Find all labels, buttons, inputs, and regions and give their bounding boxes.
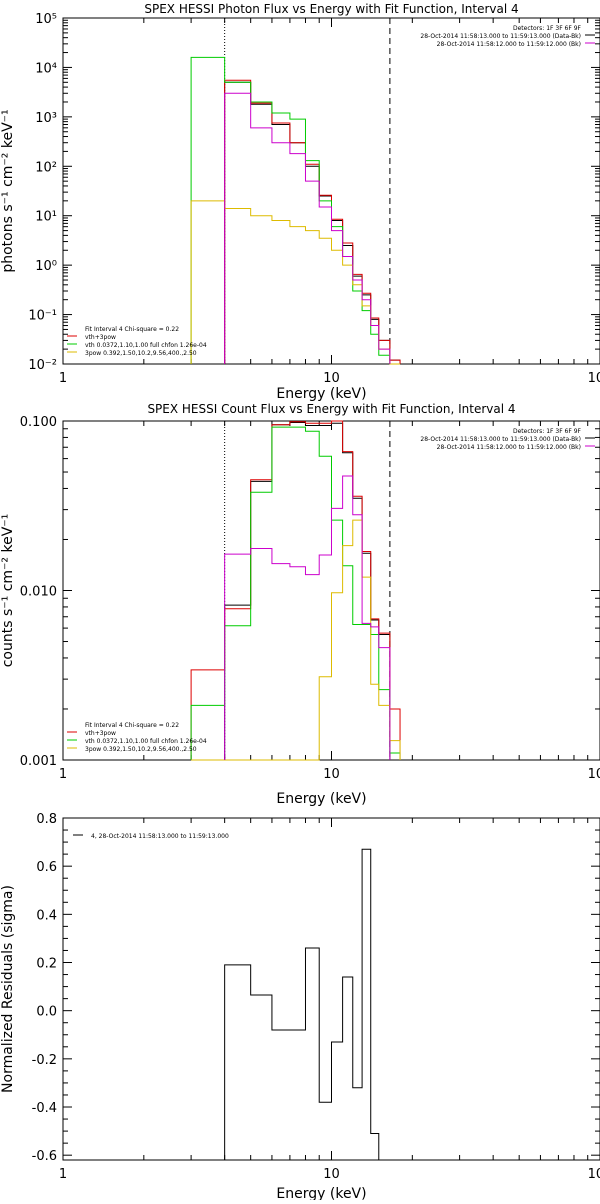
x-axis: 1 10 100 Energy (keV) — [59, 18, 600, 402]
legend-entry-text: 3pow 0.392,1.50,10.2,9.56,400.,2.50 — [85, 350, 197, 357]
legend-entry-text: vth 0.0372,1.10,1.00 full chfon 1.26e-04 — [85, 738, 207, 745]
series-4-28-oct-2014-11-58-13-000-to-11-59-13-000 — [224, 848, 380, 1160]
x-tick-label: 10 — [323, 767, 340, 782]
x-axis-label: Energy (keV) — [276, 386, 366, 402]
y-axis-label: photons s⁻¹ cm⁻² keV⁻¹ — [0, 109, 16, 272]
y-tick-label: 0.8 — [36, 812, 57, 827]
y-tick-label: 0.100 — [20, 415, 57, 430]
step-line — [224, 92, 391, 364]
y-tick-label: 10⁻¹ — [28, 309, 57, 324]
x-tick-label: 100 — [588, 371, 600, 386]
legend-bottom-left: Fit Interval 4 Chi-square = 0.22vth+3pow… — [67, 722, 207, 753]
y-axis: 0.001 0.010 0.100 counts s⁻¹ cm⁻² keV⁻¹ — [0, 415, 600, 769]
y-tick-label: 10⁵ — [35, 12, 57, 27]
series-vth — [190, 426, 401, 760]
legend-entry-text: Detectors: 1F 3F 6F 9F — [513, 428, 582, 435]
legend-entry-text: 4, 28-Oct-2014 11:58:13.000 to 11:59:13.… — [91, 833, 229, 840]
legend-entry-text: vth+3pow — [85, 334, 116, 341]
y-tick-label: -0.2 — [32, 1053, 57, 1068]
y-tick-label: -0.6 — [32, 1149, 57, 1164]
y-axis: 10⁻² 10⁻¹ 10⁰ 10¹ 10² 10³ 10⁴ 10⁵ photons s⁻¹ cm… — [0, 12, 600, 373]
series-bk — [224, 92, 391, 364]
legend-entry-text: 28-Oct-2014 11:58:13.000 to 11:59:13.000… — [420, 33, 581, 40]
y-axis-label: counts s⁻¹ cm⁻² keV⁻¹ — [0, 514, 16, 668]
chart-panel-2: SPEX HESSI Count Flux vs Energy with Fit… — [0, 402, 600, 807]
y-tick-label: 0.4 — [36, 908, 57, 923]
y-tick-label: 0.010 — [20, 585, 57, 600]
legend-bottom-left: Fit Interval 4 Chi-square = 0.22vth+3pow… — [67, 326, 207, 357]
legend-top-left: 4, 28-Oct-2014 11:58:13.000 to 11:59:13.… — [73, 833, 229, 840]
x-tick-label: 1 — [59, 371, 67, 386]
chart-title: SPEX HESSI Photon Flux vs Energy with Fi… — [144, 2, 518, 16]
series-3pow — [191, 519, 401, 761]
x-axis-label: Energy (keV) — [276, 791, 366, 807]
y-tick-label: 0.6 — [36, 860, 57, 875]
y-tick-label: 10³ — [35, 111, 57, 126]
x-tick-label: 1 — [59, 767, 67, 782]
y-tick-label: -0.4 — [32, 1101, 57, 1116]
x-axis: 1 10 100 Energy (keV) — [59, 818, 600, 1202]
step-line — [224, 475, 391, 760]
y-tick-label: 10² — [35, 160, 57, 175]
y-tick-label: 0.001 — [20, 754, 57, 769]
legend-entry-text: 28-Oct-2014 11:58:12.000 to 11:59:12.000… — [437, 41, 581, 48]
legend-entry-text: 28-Oct-2014 11:58:13.000 to 11:59:13.000… — [420, 436, 581, 443]
step-line — [191, 519, 401, 761]
x-tick-label: 10 — [323, 1167, 340, 1182]
y-tick-label: 10⁴ — [35, 61, 57, 76]
y-tick-label: 0.2 — [36, 957, 57, 972]
x-tick-label: 1 — [59, 1167, 67, 1182]
legend-entry-text: Fit Interval 4 Chi-square = 0.22 — [85, 722, 179, 729]
y-tick-label: 10⁰ — [35, 259, 57, 274]
y-tick-label: 0.0 — [36, 1005, 57, 1020]
legend-entry-text: 28-Oct-2014 11:58:12.000 to 11:59:12.000… — [437, 444, 581, 451]
y-axis: -0.6 -0.4 -0.2 0.0 0.2 0.4 0.6 0.8 Normalized Re… — [0, 812, 600, 1164]
chart-panel-1: SPEX HESSI Photon Flux vs Energy with Fi… — [0, 2, 600, 402]
x-axis-label: Energy (keV) — [276, 1186, 366, 1200]
step-line — [190, 426, 401, 760]
y-tick-label: 10¹ — [35, 210, 57, 225]
x-tick-label: 100 — [588, 1167, 600, 1182]
legend-entry-text: vth+3pow — [85, 730, 116, 737]
legend-entry-text: Fit Interval 4 Chi-square = 0.22 — [85, 326, 179, 333]
x-tick-label: 100 — [588, 767, 600, 782]
legend-entry-text: 3pow 0.392,1.50,10.2,9.56,400.,2.50 — [85, 746, 197, 753]
chart-title: SPEX HESSI Count Flux vs Energy with Fit… — [147, 402, 515, 416]
step-line — [224, 848, 380, 1160]
x-tick-label: 10 — [323, 371, 340, 386]
y-axis-label: Normalized Residuals (sigma) — [0, 885, 16, 1093]
series-bk — [224, 475, 391, 760]
legend-entry-text: Detectors: 1F 3F 6F 9F — [513, 25, 582, 32]
chart-panel-3: 1 10 100 Energy (keV) -0.6 -0.4 -0.2 0.0 0.2 0.4 0… — [0, 812, 600, 1202]
y-tick-label: 10⁻² — [28, 358, 57, 373]
legend-entry-text: vth 0.0372,1.10,1.00 full chfon 1.26e-04 — [85, 342, 207, 349]
